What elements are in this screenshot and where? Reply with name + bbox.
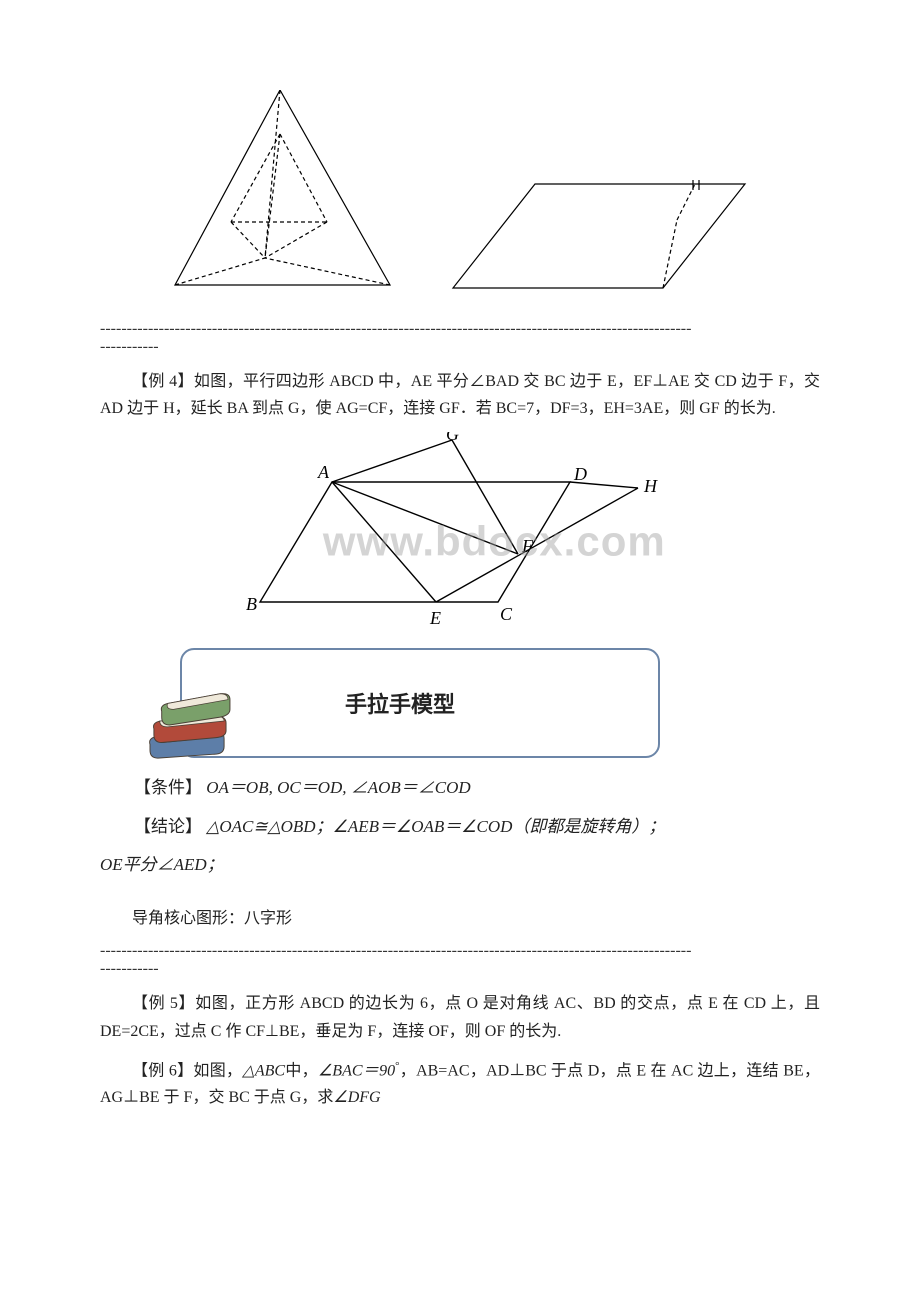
svg-text:G: G [446,432,459,444]
conclusion-line-2: OE平分∠AED； [100,849,820,881]
subheading: 导角核心图形：八字形 [100,905,820,932]
example-6-triangle: △ABC [242,1062,285,1079]
example-4-figure-wrap: A D B C E F G H www.bdocx.com [100,432,820,632]
model-banner: 手拉手模型 [140,638,660,758]
svg-text:D: D [573,464,587,484]
conclusion-label: 【结论】 [134,817,202,836]
figure-1-triangle [155,90,415,300]
svg-text:H: H [643,476,658,496]
divider-2: ----------------------------------------… [100,942,820,978]
conclusion-text-2: OE平分∠AED； [100,855,224,874]
example-4-text: 如图，平行四边形 ABCD 中，AE 平分∠BAD 交 BC 边于 E，EF⊥A… [100,373,820,417]
example-4-label: 【例 4】 [132,373,194,390]
example-6-paragraph: 【例 6】如图，△ABC中，∠BAC＝90°，AB=AC，AD⊥BC 于点 D，… [100,1057,820,1112]
example-4-figure: A D B C E F G H [240,432,680,632]
books-icon [144,684,234,762]
example-4-paragraph: 【例 4】如图，平行四边形 ABCD 中，AE 平分∠BAD 交 BC 边于 E… [100,368,820,422]
svg-text:A: A [317,462,330,482]
figure-2-parallelogram [445,180,765,300]
svg-text:C: C [500,604,513,624]
conditions-label: 【条件】 [134,778,202,797]
example-6-label: 【例 6】 [132,1062,193,1079]
svg-text:B: B [246,594,257,614]
conditions-line: 【条件】 OA＝OB, OC＝OD, ∠AOB＝∠COD [100,772,820,804]
conclusion-line-1: 【结论】 △OAC≅△OBD；∠AEB＝∠OAB＝∠COD（即都是旋转角）； [100,811,820,843]
example-6-pre: 如图， [193,1062,242,1079]
example-6-tail: ∠DFG [333,1089,380,1106]
example-5-label: 【例 5】 [132,995,195,1012]
document-page: ----------------------------------------… [0,0,920,1302]
conclusion-text-1: △OAC≅△OBD；∠AEB＝∠OAB＝∠COD（即都是旋转角）； [206,817,665,836]
conditions-text: OA＝OB, OC＝OD, ∠AOB＝∠COD [206,778,470,797]
svg-text:E: E [429,608,441,628]
divider-1: ----------------------------------------… [100,320,820,356]
example-5-paragraph: 【例 5】如图，正方形 ABCD 的边长为 6，点 O 是对角线 AC、BD 的… [100,990,820,1044]
example-5-text: 如图，正方形 ABCD 的边长为 6，点 O 是对角线 AC、BD 的交点，点 … [100,995,820,1039]
example-6-mid1: 中， [285,1062,318,1079]
svg-text:F: F [521,536,534,556]
top-figures-row [100,90,820,300]
example-6-angle: ∠BAC＝90 [318,1062,395,1079]
